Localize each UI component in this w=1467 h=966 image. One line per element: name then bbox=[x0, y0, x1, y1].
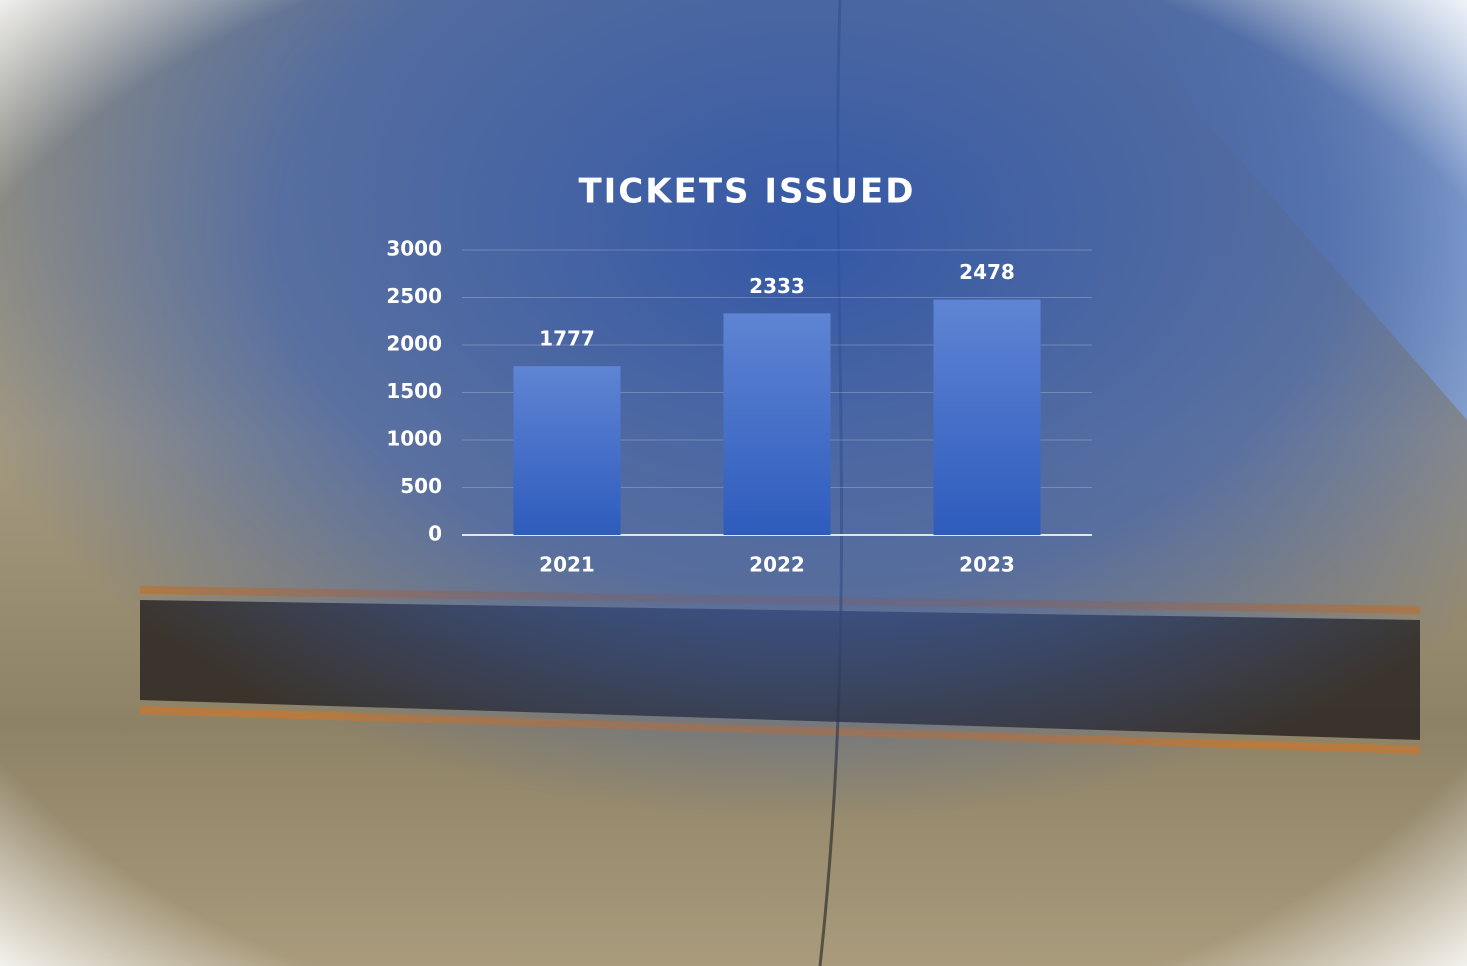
bar bbox=[513, 366, 620, 535]
value-label: 2333 bbox=[749, 274, 805, 298]
page: TICKETS ISSUED 0 500 1000 1500 2000 2500 3000 2… bbox=[0, 0, 1467, 966]
chart-title: TICKETS ISSUED bbox=[578, 172, 915, 212]
bar bbox=[723, 313, 830, 535]
value-label: 2478 bbox=[959, 260, 1015, 284]
y-tick-label: 500 bbox=[400, 474, 442, 498]
y-tick-label: 0 bbox=[428, 522, 442, 546]
x-tick-label: 2021 bbox=[539, 553, 595, 577]
chart: TICKETS ISSUED 0 500 1000 1500 2000 2500 3000 2… bbox=[0, 0, 1467, 966]
y-tick-label: 2000 bbox=[386, 332, 442, 356]
y-tick-label: 1500 bbox=[386, 379, 442, 403]
y-tick-label: 3000 bbox=[386, 237, 442, 261]
value-label: 1777 bbox=[539, 327, 595, 351]
bar bbox=[933, 300, 1040, 535]
y-tick-label: 2500 bbox=[386, 284, 442, 308]
x-tick-label: 2023 bbox=[959, 553, 1015, 577]
x-tick-label: 2022 bbox=[749, 553, 805, 577]
y-tick-label: 1000 bbox=[386, 427, 442, 451]
